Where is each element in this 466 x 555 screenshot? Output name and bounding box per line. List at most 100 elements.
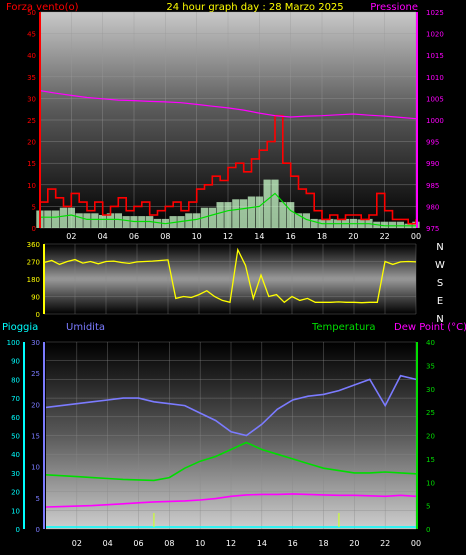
temperature-y-tick: 40: [426, 339, 435, 347]
temperature-y-tick: 5: [426, 503, 430, 511]
wind-average-bar: [208, 207, 216, 228]
wind-gust-line: [40, 114, 417, 225]
wind-x-tick: 06: [129, 232, 139, 241]
wind-average-bar: [153, 218, 162, 228]
bottom-x-tick: 06: [133, 539, 143, 548]
wind-average-bar: [247, 196, 256, 228]
rain-y-tick: 50: [11, 433, 20, 441]
pressure-y-tick: 1010: [426, 74, 444, 82]
wind-x-tick: 04: [98, 232, 108, 241]
bottom-x-tick: 10: [195, 539, 205, 548]
wind-average-bar: [287, 202, 295, 228]
temperature-y-tick: 30: [426, 386, 435, 394]
direction-y-tick: 90: [31, 294, 40, 302]
humidity-scale-tick: 20: [31, 401, 40, 409]
dewpoint-line: [45, 493, 417, 508]
pressure-y-tick: 1015: [426, 52, 444, 60]
wind-average-bar: [91, 213, 99, 228]
wind-average-bar: [75, 213, 83, 228]
direction-y-tick: 180: [27, 276, 40, 284]
wind-y-tick: 20: [27, 139, 36, 147]
wind-x-tick: 18: [317, 232, 327, 241]
wind-x-tick: 10: [192, 232, 202, 241]
wind-x-tick: 00: [411, 232, 421, 241]
wind-pressure-chart: 0510152025303540455097598098599099510001…: [27, 9, 444, 241]
wind-x-tick: 14: [254, 232, 264, 241]
compass-label: S: [437, 278, 443, 289]
wind-average-bar: [271, 179, 279, 228]
rain-y-tick: 0: [16, 526, 20, 534]
rain-y-tick: 80: [11, 376, 20, 384]
wind-x-tick: 12: [223, 232, 233, 241]
direction-y-tick: 360: [27, 241, 40, 249]
wind-average-bar: [44, 210, 52, 228]
wind-title: Forza vento(o): [6, 2, 79, 13]
wind-average-line: [40, 192, 416, 227]
temperature-y-tick: 25: [426, 409, 435, 417]
direction-chart-series: [43, 247, 417, 304]
wind-average-bar: [381, 221, 389, 228]
humidity-scale-tick: 0: [36, 526, 40, 534]
wind-x-tick: 16: [286, 232, 296, 241]
wind-average-bar: [59, 207, 68, 228]
wind-average-bar: [263, 179, 271, 228]
pressure-y-tick: 1005: [426, 95, 444, 103]
rain-y-tick: 10: [11, 507, 20, 515]
wind-average-bar: [200, 207, 209, 228]
bottom-x-tick: 22: [380, 539, 390, 548]
pressure-y-tick: 995: [426, 139, 439, 147]
wind-title-text: Forza vento: [6, 2, 65, 13]
humidity-scale-tick: 10: [31, 464, 40, 472]
direction-y-tick: 270: [27, 259, 40, 267]
legend-humidity: Umidita: [66, 322, 105, 333]
bottom-x-tick: 08: [164, 539, 174, 548]
wind-average-bar: [122, 216, 130, 228]
bottom-x-tick: 14: [257, 539, 267, 548]
pressure-y-tick: 990: [426, 160, 439, 168]
legend-temperature: Temperatura: [311, 322, 376, 333]
wind-direction-line: [43, 247, 417, 304]
wind-y-tick: 15: [27, 160, 36, 168]
rain-humidity-temperature-chart: 0102030405060708090100051015202530051015…: [7, 339, 435, 548]
pressure-y-tick: 975: [426, 225, 439, 233]
wind-y-tick: 45: [27, 31, 36, 39]
compass-label: N: [436, 242, 443, 253]
wind-average-bar: [294, 213, 303, 228]
wind-y-tick: 35: [27, 74, 36, 82]
wind-average-bar: [240, 199, 248, 228]
rain-y-tick: 100: [7, 339, 20, 347]
wind-average-bar: [67, 207, 75, 228]
wind-x-tick: 08: [160, 232, 170, 241]
wind-x-tick: 22: [380, 232, 390, 241]
pressure-y-tick: 1025: [426, 9, 444, 17]
wind-y-tick: 25: [27, 117, 36, 125]
wind-average-bar: [52, 210, 60, 228]
wind-x-tick: 20: [348, 232, 358, 241]
wind-average-bar: [232, 199, 240, 228]
wind-average-bar: [412, 221, 420, 228]
legend-rain: Pioggia: [2, 322, 38, 333]
bottom-chart-series: [45, 374, 417, 528]
wind-y-tick: 30: [27, 95, 36, 103]
wind-average-bar: [114, 213, 122, 228]
humidity-scale-tick: 15: [31, 433, 40, 441]
rain-y-tick: 60: [11, 414, 20, 422]
rain-y-tick: 40: [11, 451, 20, 459]
pressure-line: [39, 90, 417, 120]
wind-average-bar: [193, 213, 201, 228]
humidity-scale-tick: 25: [31, 370, 40, 378]
rain-y-tick: 30: [11, 470, 20, 478]
compass-label: E: [437, 296, 443, 307]
wind-y-tick: 5: [32, 203, 36, 211]
legend-dewpoint: Dew Point (°C): [394, 322, 466, 333]
humidity-scale-tick: 5: [36, 495, 40, 503]
graph-title: 24 hour graph day : 28 Marzo 2025: [166, 2, 343, 13]
wind-average-bar: [83, 213, 91, 228]
wind-average-bar: [224, 202, 232, 228]
bottom-x-tick: 04: [103, 539, 113, 548]
temperature-y-tick: 15: [426, 456, 435, 464]
wind-chart-axes: 0510152025303540455097598098599099510001…: [27, 9, 444, 241]
temperature-y-tick: 35: [426, 362, 435, 370]
bottom-x-tick: 02: [72, 539, 82, 548]
